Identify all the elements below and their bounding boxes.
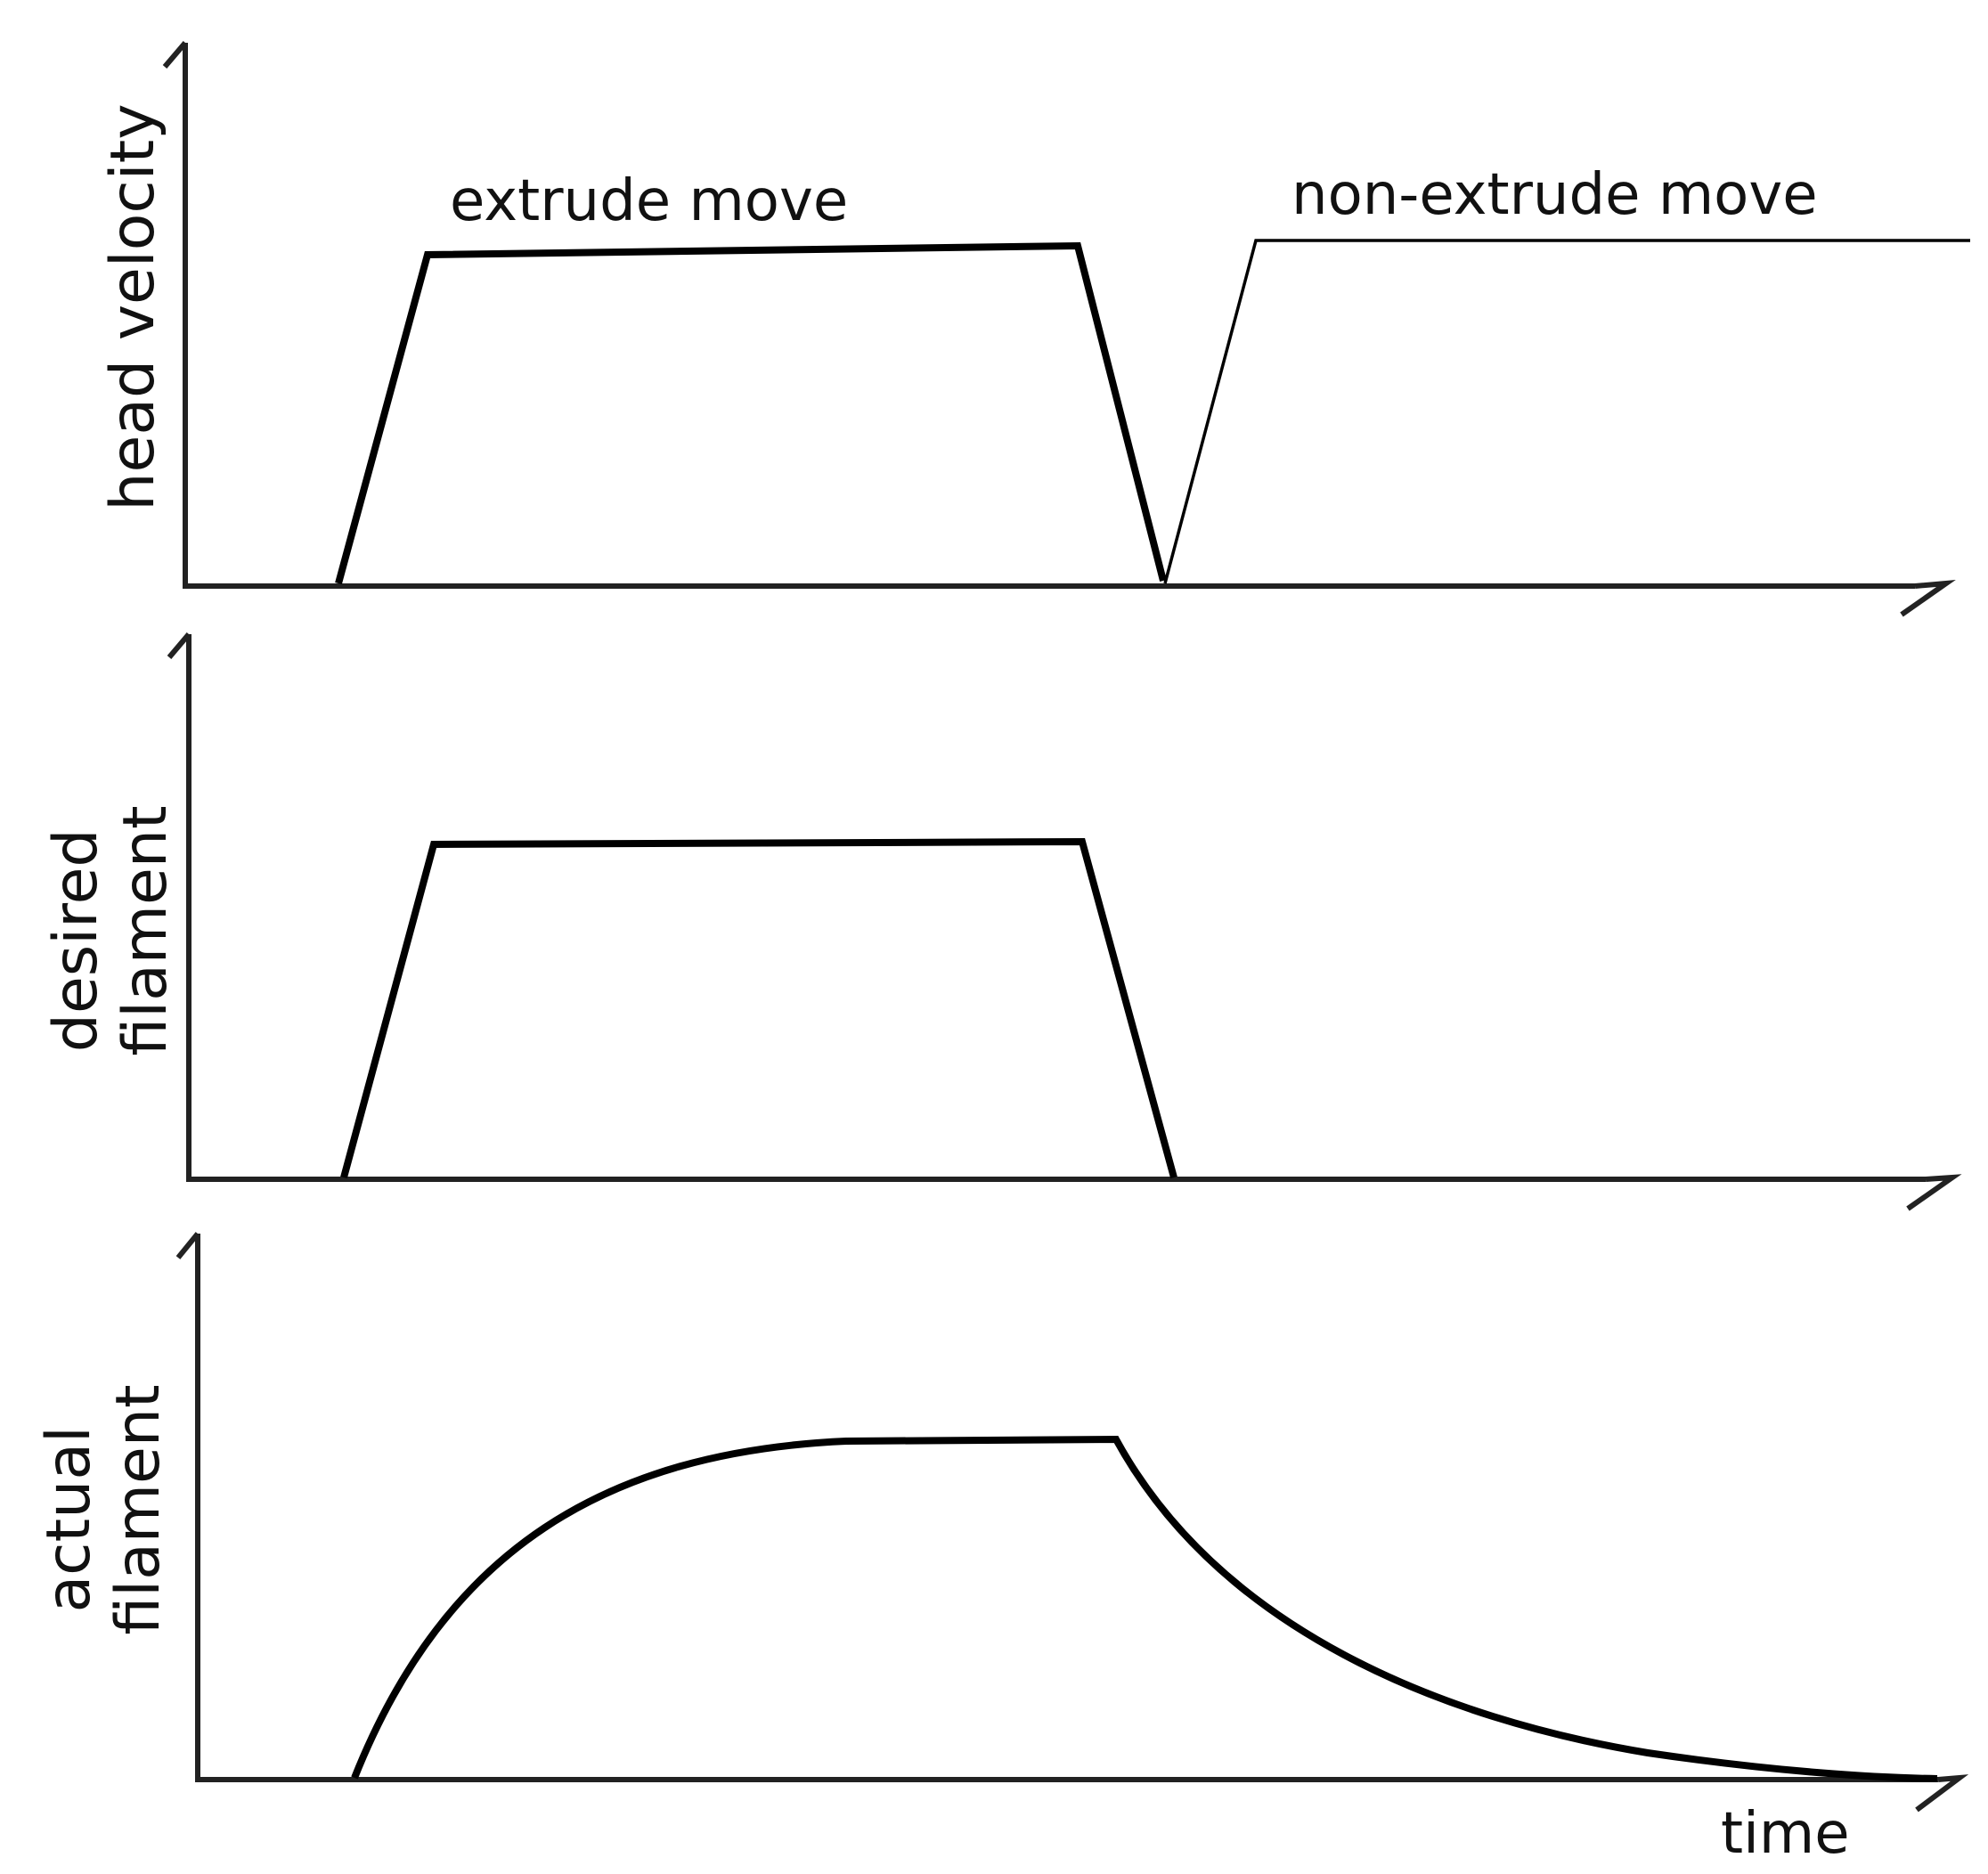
panel-actual-filament: actual filament time xyxy=(34,1232,1969,1867)
panel1-ylabel: head velocity xyxy=(98,103,168,510)
panel1-axes xyxy=(162,41,1956,617)
panel-desired-filament: desired filament xyxy=(41,632,1962,1211)
xlabel-time: time xyxy=(1721,1801,1850,1867)
panel-head-velocity: extrude move non-extrude move head veloc… xyxy=(98,41,1970,617)
panel3-ylabel-line2: filament xyxy=(103,1384,174,1634)
panel2-ylabel-line1: desired xyxy=(41,828,111,1052)
panel2-axes xyxy=(167,632,1962,1211)
extrude-move-annotation: extrude move xyxy=(450,168,848,234)
panel1-ylabel-line1: head velocity xyxy=(98,103,168,510)
panel2-desired-filament-curve xyxy=(340,837,1177,1179)
panel1-extrude-move-curve xyxy=(335,241,1167,585)
panel3-ylabel-line1: actual xyxy=(34,1426,104,1612)
panel2-ylabel: desired filament xyxy=(41,805,181,1055)
panel2-ylabel-line2: filament xyxy=(110,805,181,1055)
panel3-ylabel: actual filament xyxy=(34,1384,174,1634)
panel3-axes xyxy=(175,1232,1969,1813)
panel3-actual-filament-curve xyxy=(351,1435,1938,1782)
non-extrude-move-annotation: non-extrude move xyxy=(1291,162,1818,228)
panel1-non-extrude-move-curve xyxy=(1163,239,1970,584)
